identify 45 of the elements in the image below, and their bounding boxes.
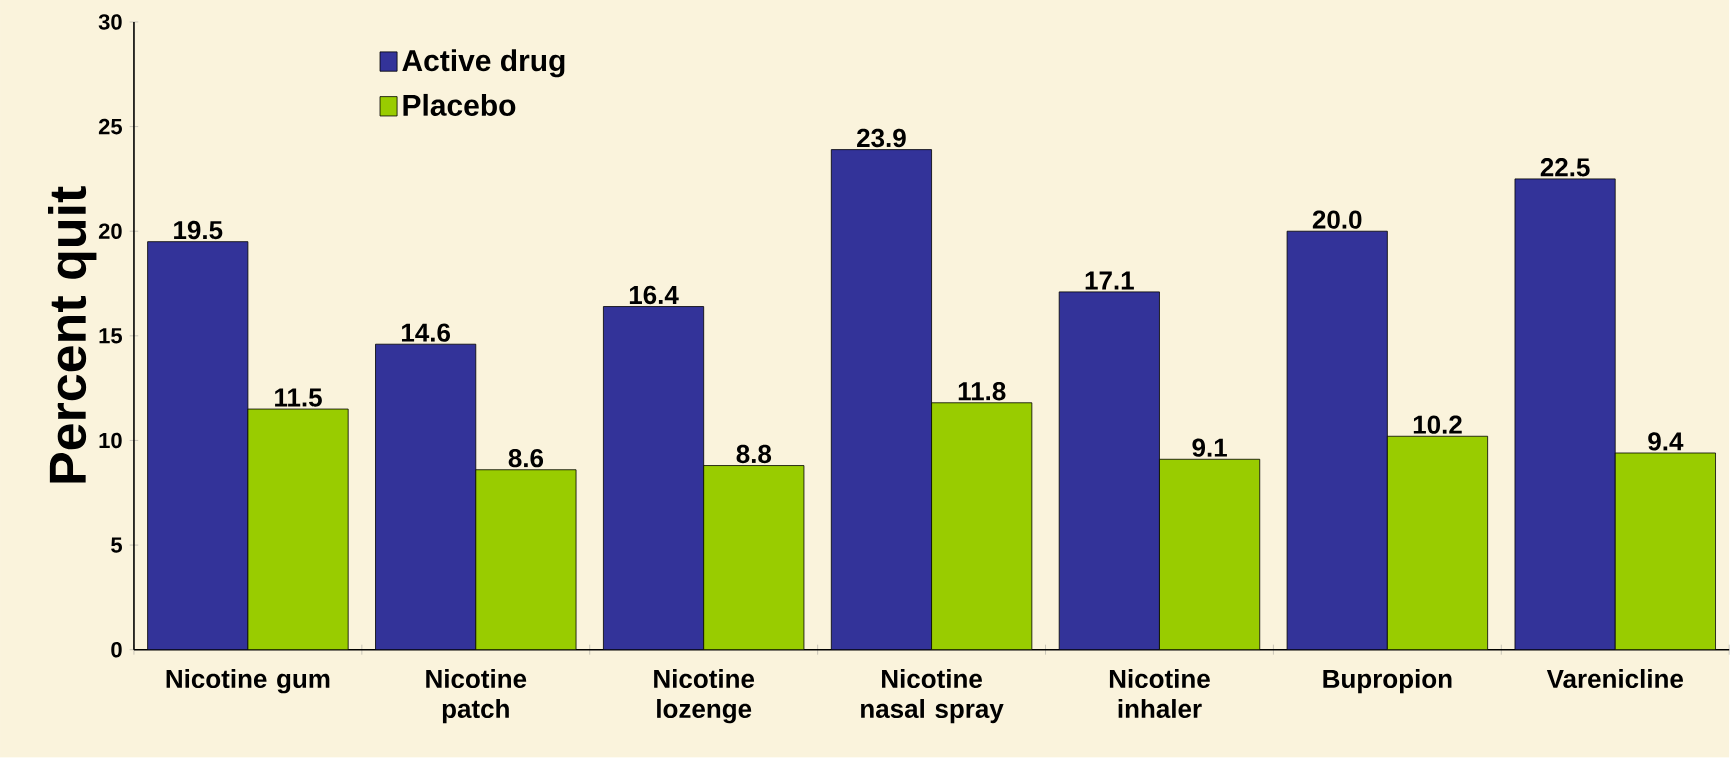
data-label: 11.8	[958, 382, 1006, 401]
bar	[1386, 436, 1489, 650]
y-tick-label: 15	[99, 328, 122, 344]
bar	[1514, 178, 1616, 650]
bar	[247, 408, 349, 650]
bar	[703, 465, 805, 650]
bar	[475, 469, 577, 650]
bar	[830, 149, 932, 650]
data-label: 23.9	[857, 128, 906, 148]
bar	[1058, 291, 1160, 650]
data-label: 11.5	[275, 388, 322, 407]
x-tick-label: Nicotine patch	[426, 669, 527, 724]
y-tick-label: 20	[98, 223, 122, 240]
bar	[1614, 452, 1716, 650]
bar	[1286, 231, 1388, 650]
bar	[931, 402, 1033, 650]
data-label: 20.0	[1312, 210, 1362, 229]
x-tick-label: Nicotine lozenge	[654, 669, 755, 724]
data-label: 22.5	[1540, 158, 1590, 177]
y-axis-title: Percent quit	[47, 186, 97, 483]
x-tick-label: Nicotine gum	[166, 669, 330, 694]
bar	[375, 343, 477, 650]
y-tick-label: 30	[98, 14, 122, 30]
bar	[603, 306, 705, 650]
data-label: 9.1	[1192, 438, 1227, 458]
y-tick-label: 0	[111, 642, 122, 658]
bar	[147, 241, 249, 650]
y-tick-label: 5	[111, 537, 122, 553]
x-tick-label: Varenicline	[1546, 669, 1683, 689]
data-label: 16.4	[629, 285, 679, 305]
x-tick-label: Nicotine nasal spray	[861, 669, 1004, 724]
data-label: 8.6	[508, 449, 544, 468]
data-label: 14.6	[401, 323, 450, 342]
x-tick-label: Nicotine inhaler	[1109, 669, 1210, 719]
data-label: 19.5	[174, 221, 223, 240]
y-tick-label: 25	[98, 119, 122, 135]
data-label: 9.4	[1648, 432, 1684, 451]
y-tick-label: 10	[99, 432, 122, 449]
data-label: 10.2	[1413, 415, 1462, 435]
legend-label: Active drug	[402, 49, 565, 78]
legend-label: Placebo	[403, 94, 516, 117]
data-label: 17.1	[1085, 271, 1134, 290]
bar	[1159, 459, 1261, 650]
x-tick-label: Bupropion	[1323, 669, 1452, 694]
data-label: 8.8	[736, 444, 772, 464]
